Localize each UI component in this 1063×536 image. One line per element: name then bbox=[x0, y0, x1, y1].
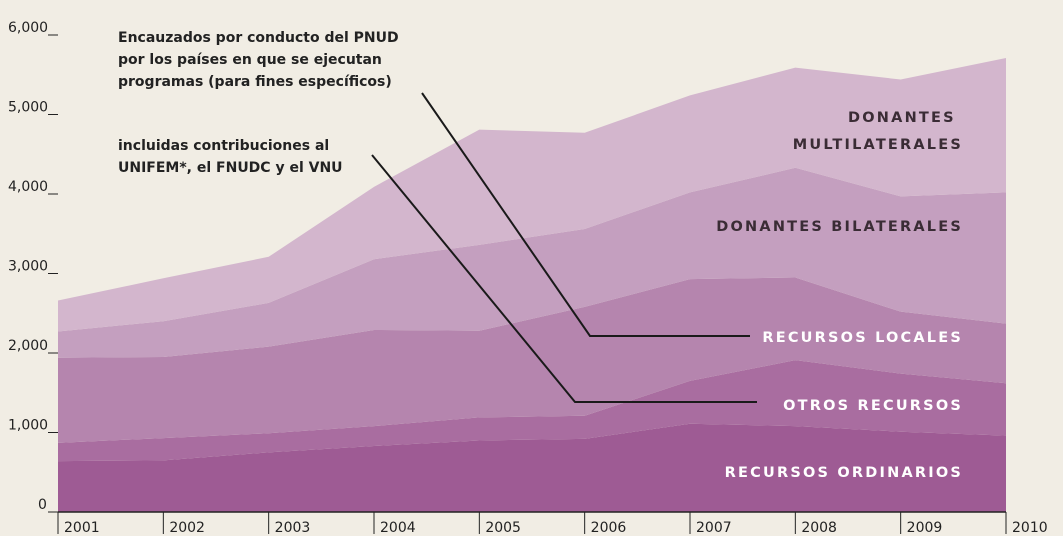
x-tick-label: 2010 bbox=[1012, 520, 1048, 536]
annotation: programas (para fines específicos) bbox=[118, 74, 392, 90]
x-tick-label: 2008 bbox=[801, 520, 837, 536]
x-tick-label: 2003 bbox=[275, 520, 311, 536]
series-label: DONANTES BILATERALES bbox=[716, 219, 963, 235]
x-tick-label: 2001 bbox=[64, 520, 100, 536]
series-label-line: MULTILATERALES bbox=[793, 137, 963, 153]
area bbox=[58, 58, 1006, 332]
annotation: por los países en que se ejecutan bbox=[118, 52, 382, 68]
area bbox=[58, 423, 1006, 512]
area bbox=[58, 360, 1006, 462]
area bbox=[58, 167, 1006, 358]
x-tick-label: 2007 bbox=[696, 520, 732, 536]
x-tick-label: 2005 bbox=[485, 520, 521, 536]
x-tick-label: 2004 bbox=[380, 520, 416, 536]
area bbox=[58, 277, 1006, 443]
annotation: incluidas contribuciones al bbox=[118, 138, 329, 154]
leader-line bbox=[421, 92, 750, 337]
x-tick-label: 2009 bbox=[907, 520, 943, 536]
y-tick-label: 1,000 bbox=[8, 418, 48, 434]
series-label: RECURSOS ORDINARIOS bbox=[725, 465, 963, 481]
y-tick-label: 3,000 bbox=[8, 259, 48, 275]
series-label: RECURSOS LOCALES bbox=[762, 330, 963, 346]
y-tick-label: 5,000 bbox=[8, 100, 48, 116]
y-tick-label: 6,000 bbox=[8, 20, 48, 36]
series-label: DONANTES MULTILATERALES bbox=[793, 110, 963, 153]
x-tick-label: 2006 bbox=[591, 520, 627, 536]
y-tick-label: 2,000 bbox=[8, 338, 48, 354]
x-tick-label: 2002 bbox=[169, 520, 205, 536]
annotation: UNIFEM*, el FNUDC y el VNU bbox=[118, 160, 343, 176]
series-label: OTROS RECURSOS bbox=[783, 398, 963, 414]
series-label-line: DONANTES bbox=[848, 110, 963, 126]
leader-line bbox=[371, 154, 757, 403]
annotation: Encauzados por conducto del PNUD bbox=[118, 30, 399, 46]
y-tick-label: 4,000 bbox=[8, 179, 48, 195]
y-tick-label: 0 bbox=[38, 497, 47, 513]
